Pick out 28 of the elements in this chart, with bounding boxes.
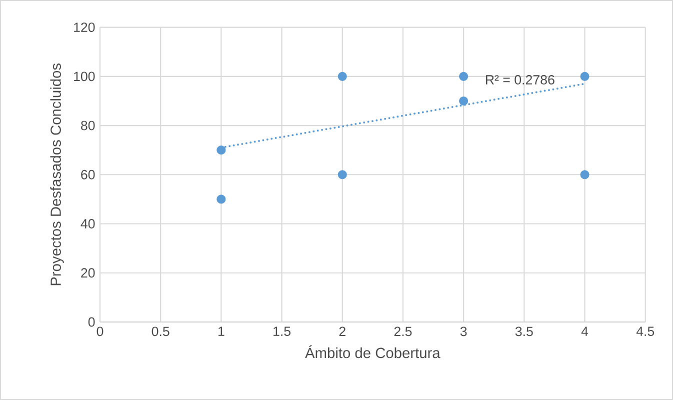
x-axis-title: Ámbito de Cobertura: [305, 345, 440, 358]
point: [338, 170, 347, 180]
x-tick-label: 0: [96, 326, 104, 336]
y-tick-label: 40: [80, 219, 95, 228]
x-tick-label: 3.5: [515, 326, 533, 336]
x-tick-label: 1.5: [274, 326, 290, 336]
y-axis-title: Proyectos Desfasados Concluidos: [50, 64, 64, 286]
y-tick-label: 80: [81, 120, 95, 130]
point: [338, 72, 347, 81]
x-tick-label: 2.5: [394, 326, 412, 336]
x-tick-label: 4: [581, 326, 588, 336]
x-tick-label: 3: [460, 326, 467, 336]
x-tick-label: 2: [339, 326, 346, 336]
point: [459, 96, 468, 106]
y-tick-label: 100: [74, 72, 95, 82]
point: [459, 72, 468, 81]
x-tick-label: 0.5: [152, 326, 170, 336]
point: [216, 146, 226, 155]
y-tick-label: 60: [81, 170, 95, 180]
y-tick-label: 20: [81, 268, 95, 278]
x-tick-label: 1: [218, 326, 224, 336]
x-tick-label: 4.5: [636, 326, 654, 336]
y-tick-label: 0: [88, 317, 95, 327]
point: [580, 72, 590, 81]
point: [580, 170, 590, 180]
y-tick-label: 120: [74, 22, 95, 32]
point: [216, 194, 226, 204]
annotation: R² = 0.2786: [486, 75, 554, 84]
